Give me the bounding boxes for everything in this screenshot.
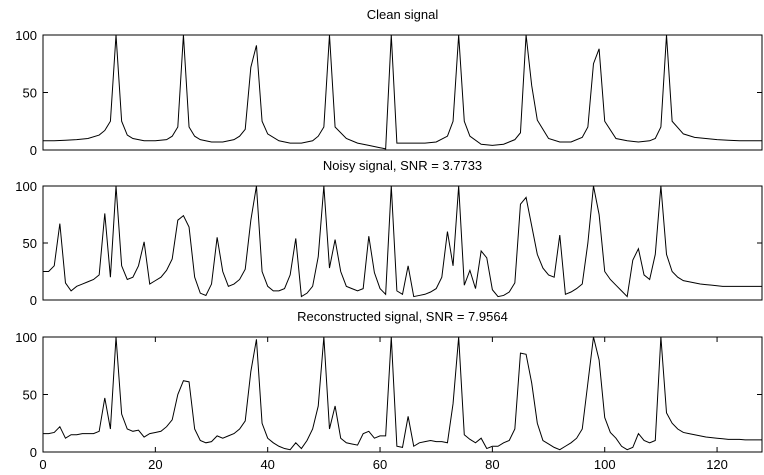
x-tick-label: 20 [148, 457, 162, 472]
y-tick-label: 0 [30, 293, 37, 308]
subplot-title: Noisy signal, SNR = 3.7733 [323, 158, 482, 173]
y-tick-label: 50 [23, 388, 37, 403]
signal-line [43, 35, 762, 150]
x-tick-label: 0 [39, 457, 46, 472]
plot-area-frame [42, 34, 763, 151]
x-tick-label: 100 [594, 457, 616, 472]
x-tick-label: 80 [485, 457, 499, 472]
y-tick-label: 50 [23, 86, 37, 101]
y-tick-label: 0 [30, 143, 37, 158]
x-tick-label: 120 [706, 457, 728, 472]
subplot-title: Clean signal [367, 7, 439, 22]
subplot-3: Reconstructed signal, SNR = 7.9564 0 50 100… [15, 309, 763, 472]
y-tick-label: 100 [15, 330, 37, 345]
subplot-title: Reconstructed signal, SNR = 7.9564 [297, 309, 508, 324]
y-tick-label: 100 [15, 28, 37, 43]
signal-line [43, 186, 762, 298]
y-tick-label: 0 [30, 445, 37, 460]
y-tick-label: 50 [23, 236, 37, 251]
y-tick-label: 100 [15, 179, 37, 194]
subplot-2: Noisy signal, SNR = 3.7733 0 50 100 [15, 158, 763, 308]
plot-area-frame [42, 336, 763, 453]
signal-line [43, 337, 762, 451]
subplot-1: Clean signal 0 50 100 [15, 7, 763, 158]
x-tick-label: 40 [260, 457, 274, 472]
x-tick-label: 60 [373, 457, 387, 472]
